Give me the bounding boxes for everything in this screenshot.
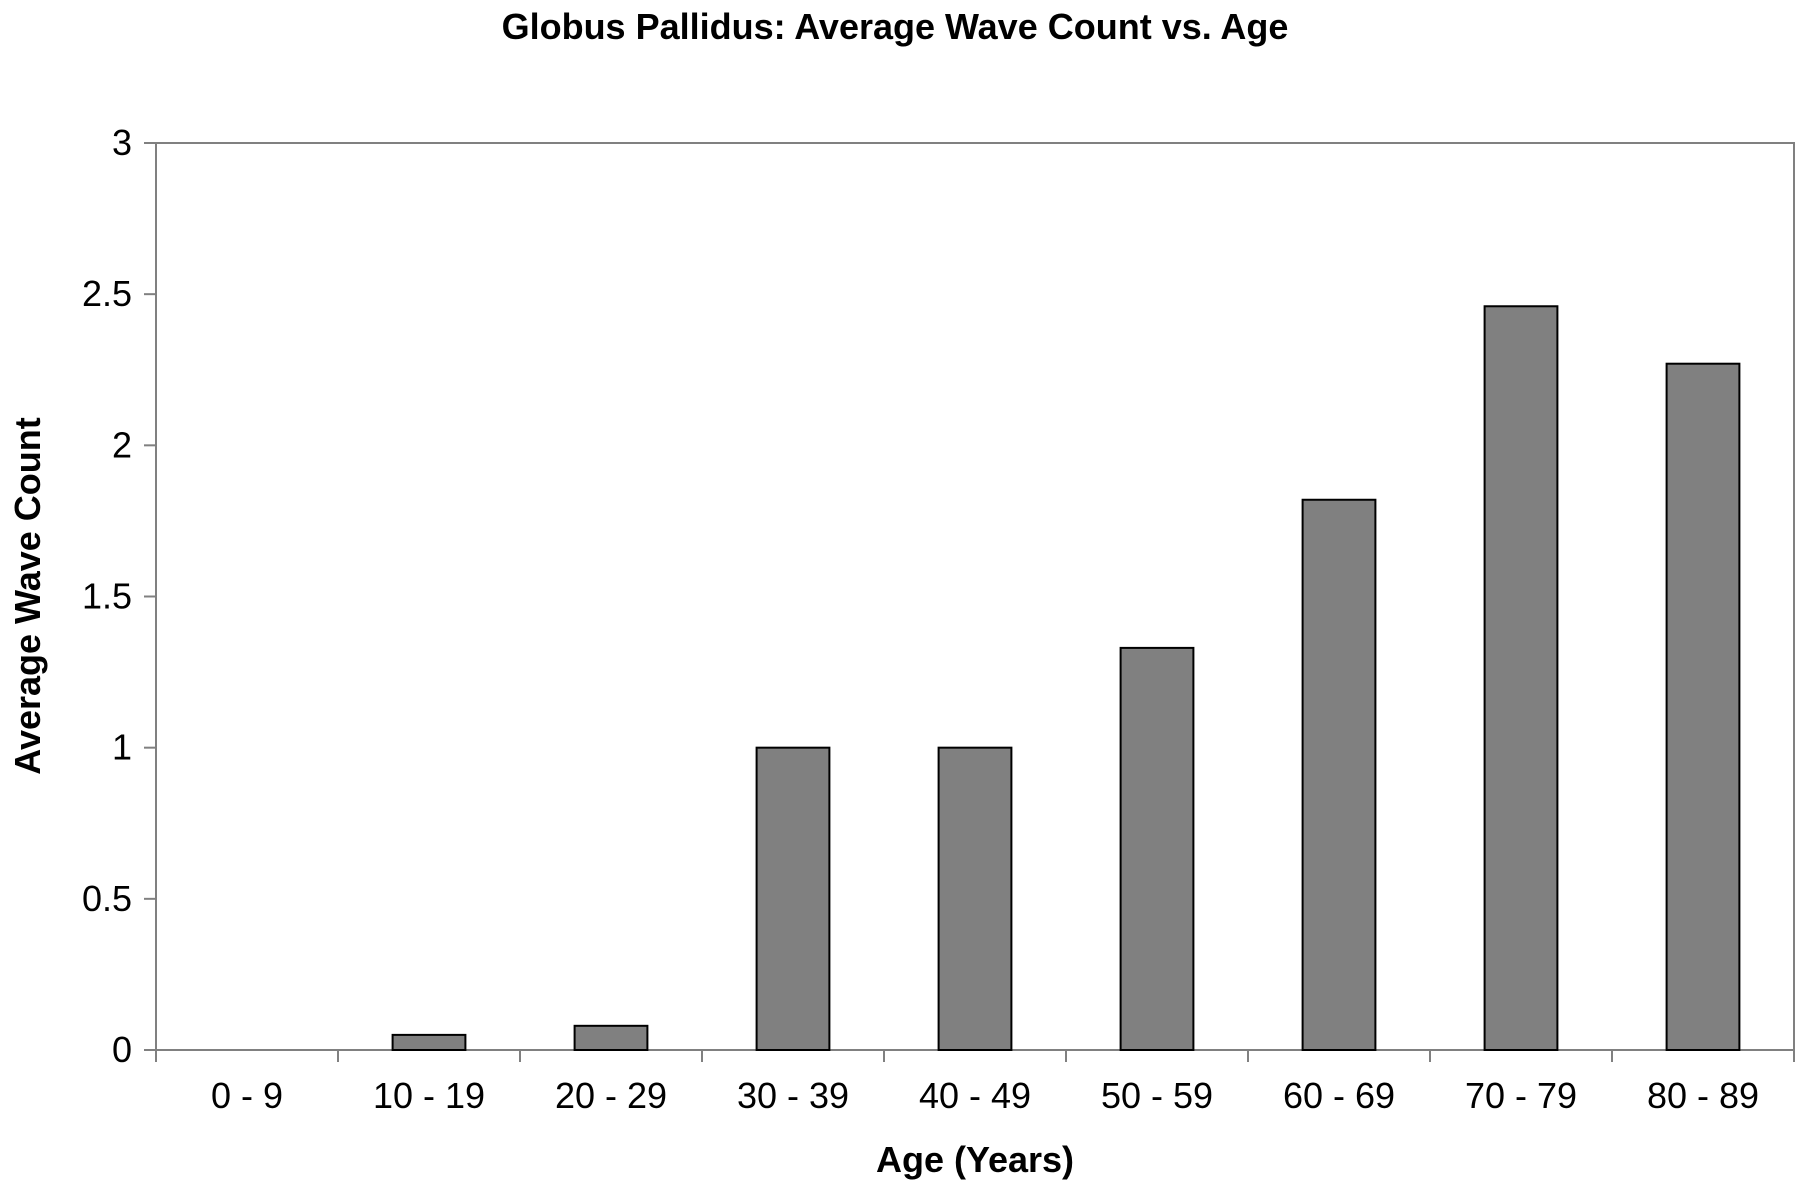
x-tick-label: 50 - 59 — [1101, 1075, 1213, 1116]
x-tick-label: 20 - 29 — [555, 1075, 667, 1116]
y-axis: 0 0.5 1 1.5 2 2.5 3 — [82, 122, 156, 1070]
x-tick-label: 0 - 9 — [211, 1075, 283, 1116]
bar-60-69 — [1301, 498, 1377, 1051]
y-tick-label: 1 — [112, 727, 132, 768]
y-tick-label: 3 — [112, 122, 132, 163]
bar-80-89 — [1665, 362, 1741, 1052]
x-tick-label: 40 - 49 — [919, 1075, 1031, 1116]
bar-20-29 — [573, 1024, 649, 1052]
bar-70-79 — [1483, 305, 1559, 1051]
y-tick-label: 2.5 — [82, 273, 132, 314]
bars — [391, 305, 1741, 1052]
x-axis-label: Age (Years) — [876, 1139, 1074, 1180]
y-tick-label: 1.5 — [82, 576, 132, 617]
bar-40-49 — [937, 746, 1013, 1052]
y-tick-label: 2 — [112, 424, 132, 465]
x-axis: 0 - 9 10 - 19 20 - 29 30 - 39 40 - 49 50 - 59… — [155, 1050, 1795, 1116]
x-tick-label: 80 - 89 — [1647, 1075, 1759, 1116]
bar-30-39 — [755, 746, 831, 1052]
bar-50-59 — [1119, 646, 1195, 1051]
chart-title: Globus Pallidus: Average Wave Count vs. … — [502, 6, 1289, 47]
y-tick-label: 0 — [112, 1029, 132, 1070]
x-tick-label: 30 - 39 — [737, 1075, 849, 1116]
x-tick-label: 60 - 69 — [1283, 1075, 1395, 1116]
y-tick-label: 0.5 — [82, 878, 132, 919]
x-tick-label: 10 - 19 — [373, 1075, 485, 1116]
y-axis-label: Average Wave Count — [7, 417, 48, 774]
x-tick-label: 70 - 79 — [1465, 1075, 1577, 1116]
bar-10-19 — [391, 1033, 467, 1051]
